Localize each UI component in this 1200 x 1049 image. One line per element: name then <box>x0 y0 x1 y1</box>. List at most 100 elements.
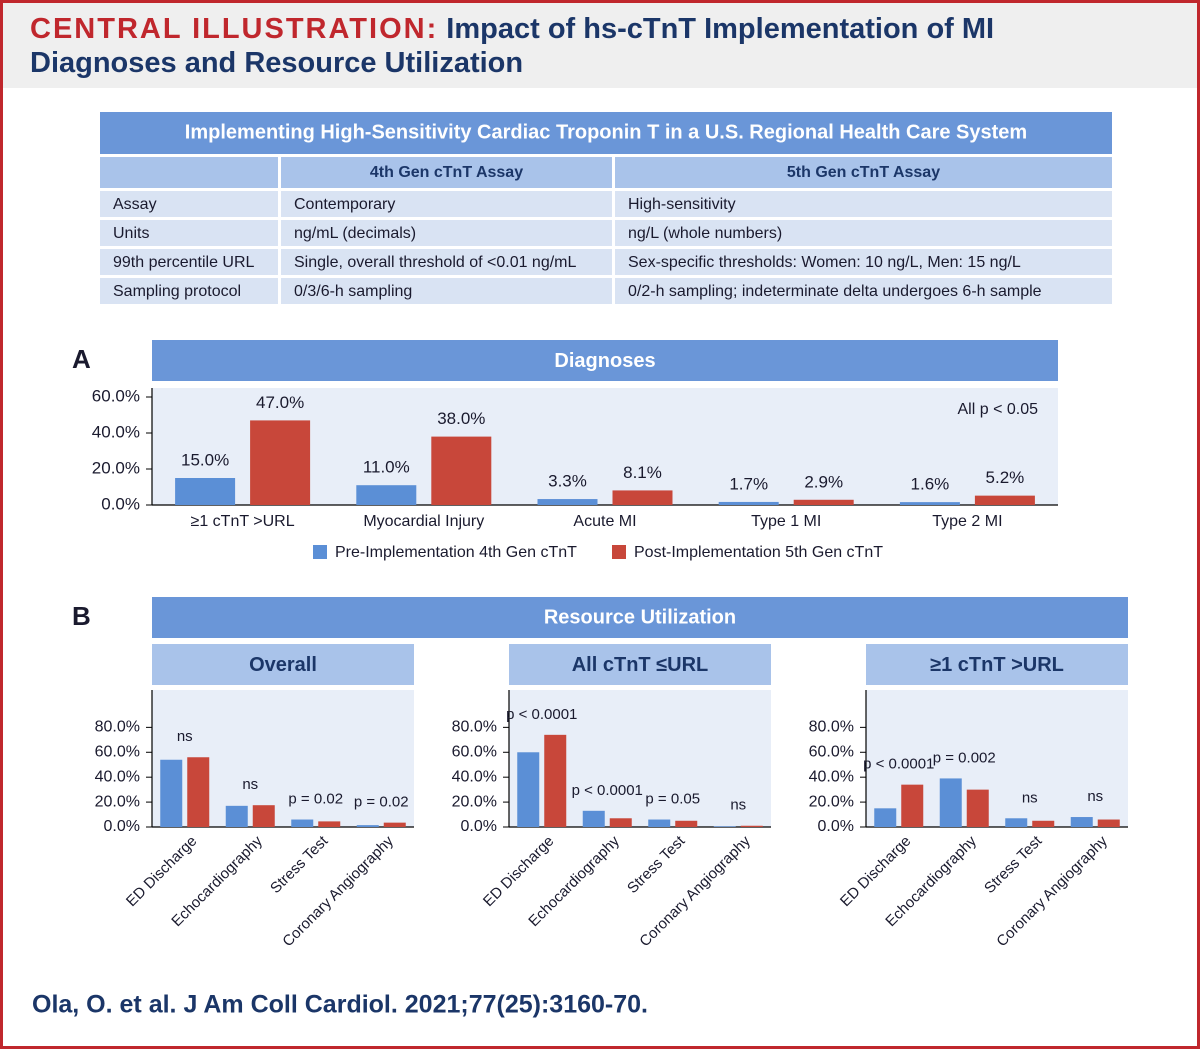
table-cell-text: Contemporary <box>294 196 395 213</box>
bar <box>544 734 567 827</box>
annotation: p = 0.02 <box>288 790 343 807</box>
y-tick-label: 0.0% <box>101 494 140 513</box>
y-tick-label: 0.0% <box>818 818 854 835</box>
table-cell <box>615 191 1112 217</box>
annotation: ns <box>242 776 258 793</box>
table-cell-text: Single, overall threshold of <0.01 ng/mL <box>294 254 577 271</box>
value-label: 11.0% <box>363 458 410 477</box>
bar <box>537 499 598 505</box>
x-tick-label: Stress Test <box>624 832 689 897</box>
table-cell <box>615 278 1112 304</box>
bar <box>1032 820 1055 827</box>
annotation: p = 0.02 <box>354 794 409 811</box>
bar <box>675 820 698 827</box>
section-title-bg <box>152 597 1128 638</box>
bar <box>1097 819 1120 827</box>
chart-title: ≥1 cTnT >URL <box>930 654 1064 676</box>
bar <box>1070 817 1093 827</box>
annotation: ns <box>177 728 193 745</box>
value-label: 38.0% <box>437 409 485 428</box>
table-title-bg <box>100 112 1112 154</box>
table-cell-text: Units <box>113 225 149 242</box>
table-cell-text: Assay <box>113 196 157 213</box>
annotation: ns <box>1022 789 1038 806</box>
panel-label: B <box>72 601 91 631</box>
value-label: 47.0% <box>256 393 304 412</box>
table-cell <box>615 220 1112 246</box>
section-title: Resource Utilization <box>544 606 736 628</box>
y-tick-label: 60.0% <box>92 386 140 405</box>
y-tick-label: 0.0% <box>461 818 497 835</box>
bar <box>974 495 1035 505</box>
x-tick-label: Coronary Angiography <box>279 832 397 950</box>
table-cell-text: 99th percentile URL <box>113 254 255 271</box>
bar <box>713 826 736 827</box>
y-tick-label: 80.0% <box>95 719 140 736</box>
table-cell <box>281 191 612 217</box>
bar <box>899 502 960 505</box>
y-tick-label: 60.0% <box>809 743 854 760</box>
bar <box>517 752 540 827</box>
chart-title-bg <box>152 644 414 685</box>
table-cell-text: ng/mL (decimals) <box>294 225 416 242</box>
y-tick-label: 80.0% <box>452 719 497 736</box>
table-column-header: 5th Gen cTnT Assay <box>787 164 940 181</box>
annotation: p = 0.05 <box>645 790 700 807</box>
header <box>0 0 1200 88</box>
header-title: CENTRAL ILLUSTRATION: Impact of hs-cTnT … <box>30 12 1125 80</box>
y-tick-label: 40.0% <box>92 422 140 441</box>
bar <box>609 818 632 827</box>
table-cell <box>281 278 612 304</box>
bar <box>252 805 275 827</box>
value-label: 15.0% <box>181 450 229 469</box>
y-tick-label: 40.0% <box>452 768 497 785</box>
y-tick-label: 0.0% <box>104 818 140 835</box>
y-tick-label: 20.0% <box>92 458 140 477</box>
table-cell-text: ng/L (whole numbers) <box>628 225 782 242</box>
annotation: All p < 0.05 <box>958 401 1039 418</box>
table-header-cell <box>281 157 612 188</box>
table-column-header: 4th Gen cTnT Assay <box>370 164 523 181</box>
bar <box>648 819 671 827</box>
x-tick-label: Type 1 MI <box>751 513 821 530</box>
bar <box>939 778 962 827</box>
y-tick-label: 20.0% <box>95 793 140 810</box>
panel-label: A <box>72 344 91 374</box>
value-label: 8.1% <box>623 463 662 482</box>
bar <box>318 821 341 827</box>
chart-title: Overall <box>249 654 317 676</box>
table-header-cell <box>100 157 278 188</box>
x-tick-label: Coronary Angiography <box>993 832 1111 950</box>
bar <box>612 490 673 505</box>
value-label: 1.6% <box>911 475 950 494</box>
citation: Ola, O. et al. J Am Coll Cardiol. 2021;7… <box>32 991 648 1019</box>
y-tick-label: 60.0% <box>452 743 497 760</box>
x-tick-label: Myocardial Injury <box>363 513 484 530</box>
bar <box>874 808 897 827</box>
bar <box>250 420 311 505</box>
annotation: ns <box>1087 788 1103 805</box>
table-cell-text: Sex-specific thresholds: Women: 10 ng/L,… <box>628 254 1021 271</box>
annotation: ns <box>730 797 746 814</box>
table-cell-text: Sampling protocol <box>113 283 241 300</box>
bar <box>175 478 236 505</box>
header-label: CENTRAL ILLUSTRATION: <box>30 13 439 45</box>
y-tick-label: 40.0% <box>95 768 140 785</box>
table-cell-text: High-sensitivity <box>628 196 736 213</box>
value-label: 2.9% <box>804 472 843 491</box>
legend-label: Pre-Implementation 4th Gen cTnT <box>335 544 577 561</box>
table-title: Implementing High-Sensitivity Cardiac Tr… <box>185 121 1027 143</box>
bar <box>356 485 417 505</box>
bar <box>225 805 248 827</box>
table-cell <box>100 191 278 217</box>
y-tick-label: 80.0% <box>809 719 854 736</box>
bar <box>793 499 854 505</box>
bar <box>1005 818 1028 827</box>
annotation: p < 0.0001 <box>506 706 577 723</box>
value-label: 5.2% <box>986 468 1025 487</box>
table-cell-text: 0/3/6-h sampling <box>294 283 412 300</box>
header-text: Impact of hs-cTnT Implementation of MI D… <box>30 13 995 79</box>
bar <box>901 784 924 827</box>
